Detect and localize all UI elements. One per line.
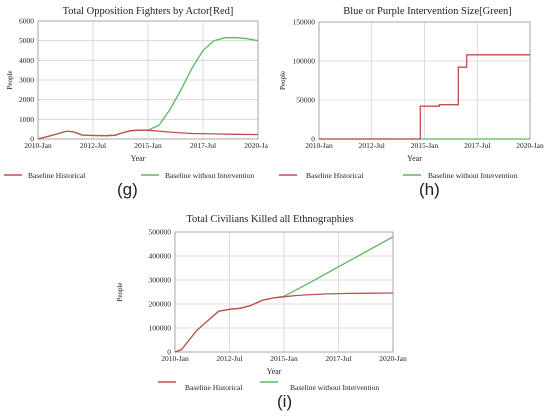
y-tick-label: 0 bbox=[311, 135, 315, 144]
y-tick-label: 400000 bbox=[149, 252, 172, 261]
y-tick-label: 0 bbox=[167, 348, 171, 357]
y-tick-label: 50000 bbox=[296, 96, 315, 105]
x-tick-label: 2020-Jan bbox=[379, 354, 407, 363]
chart-title: Total Civilians Killed all Ethnographies bbox=[186, 214, 354, 225]
y-tick-label: 500000 bbox=[149, 228, 172, 237]
x-axis-label: Year bbox=[407, 154, 422, 163]
y-tick-label: 5000 bbox=[19, 36, 34, 45]
y-tick-label: 0 bbox=[30, 135, 34, 144]
panel-label: (i) bbox=[277, 392, 293, 411]
y-tick-label: 6000 bbox=[19, 17, 34, 26]
series-line-historical bbox=[37, 129, 259, 140]
legend-label-intervention: Baseline without Intervention bbox=[165, 171, 255, 180]
x-tick-label: 2015-Jan bbox=[411, 141, 439, 150]
y-tick-label: 150000 bbox=[293, 18, 316, 27]
y-axis-label: People bbox=[279, 71, 287, 90]
chart-panel-i: Total Civilians Killed all Ethnographies… bbox=[110, 208, 410, 417]
x-tick-label: 2015-Jan bbox=[134, 141, 162, 150]
x-tick-label: 2010-Jan bbox=[305, 141, 333, 150]
y-tick-label: 1000 bbox=[19, 115, 34, 124]
x-tick-label: 2012-Jul bbox=[80, 141, 106, 150]
y-tick-label: 200000 bbox=[149, 300, 172, 309]
chart-svg: 2010-Jan 2012-Jul 2015-Jan 2017-Jul 2020-Jan… bbox=[4, 17, 268, 176]
x-axis-label: Year bbox=[267, 367, 282, 376]
y-axis-label: People bbox=[116, 282, 124, 301]
x-tick-label: 2015-Jan bbox=[270, 354, 298, 363]
y-tick-label: 3000 bbox=[19, 76, 34, 85]
series-line-historical bbox=[174, 292, 394, 353]
x-tick-label: 2020-Jan bbox=[244, 141, 268, 150]
legend-label-historical: Baseline Historical bbox=[306, 171, 364, 180]
legend-label-intervention: Baseline without Intervention bbox=[428, 171, 518, 180]
legend-label-intervention: Baseline without Intervention bbox=[290, 383, 380, 392]
y-tick-label: 300000 bbox=[149, 276, 172, 285]
plot-frame bbox=[37, 20, 259, 140]
x-tick-label: 2017-Jul bbox=[464, 141, 490, 150]
y-tick-label: 4000 bbox=[19, 56, 34, 65]
x-tick-label: 2010-Jan bbox=[24, 141, 52, 150]
series-line-historical bbox=[319, 54, 530, 140]
y-axis-label: People bbox=[6, 70, 14, 89]
x-tick-label: 2017-Jul bbox=[325, 354, 351, 363]
x-tick-label: 2010-Jan bbox=[161, 354, 189, 363]
plot-frame bbox=[174, 231, 394, 353]
y-tick-label: 100000 bbox=[293, 57, 316, 66]
x-tick-label: 2012-Jul bbox=[216, 354, 242, 363]
y-tick-label: 2000 bbox=[19, 95, 34, 104]
chart-title: Total Opposition Fighters by Actor[Red] bbox=[62, 6, 234, 17]
legend-label-historical: Baseline Historical bbox=[28, 171, 86, 180]
y-tick-label: 100000 bbox=[149, 324, 172, 333]
legend-label-historical: Baseline Historical bbox=[185, 383, 243, 392]
x-axis-label: Year bbox=[131, 154, 146, 163]
chart-svg: 2010-Jan 2012-Jul 2015-Jan 2017-Jul 2020-Jan… bbox=[116, 228, 407, 383]
x-tick-label: 2017-Jul bbox=[190, 141, 216, 150]
panel-label: (h) bbox=[419, 180, 440, 199]
chart-title: Blue or Purple Intervention Size[Green] bbox=[343, 6, 512, 17]
chart-svg: 2010-Jan 2012-Jul 2015-Jan 2017-Jul 2020-Jan… bbox=[279, 18, 544, 176]
panel-label: (g) bbox=[117, 180, 138, 199]
chart-panel-g: Total Opposition Fighters by Actor[Red] … bbox=[0, 0, 268, 205]
x-tick-label: 2020-Jan bbox=[516, 141, 544, 150]
chart-panel-h: Blue or Purple Intervention Size[Green] … bbox=[273, 0, 550, 205]
x-tick-label: 2012-Jul bbox=[359, 141, 385, 150]
